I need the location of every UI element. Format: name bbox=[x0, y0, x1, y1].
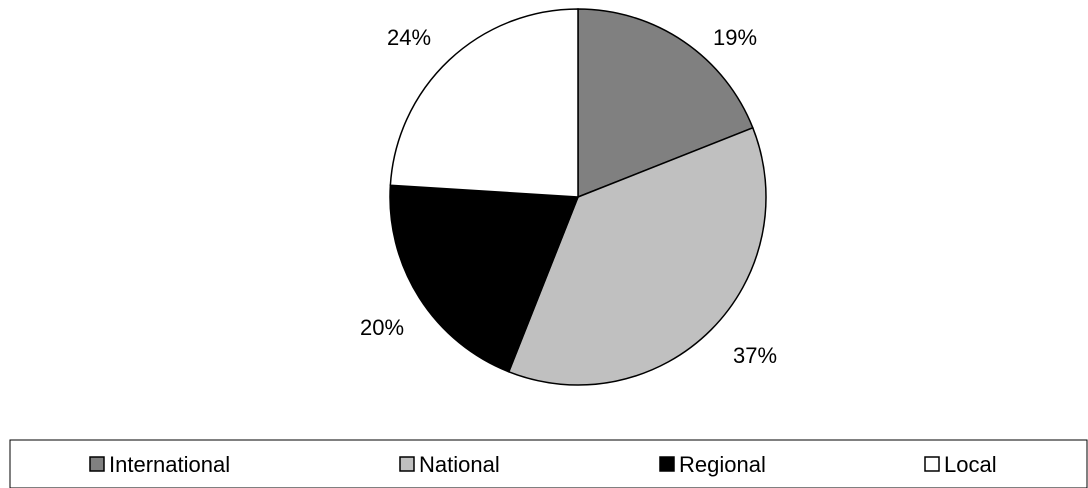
legend-swatch-international bbox=[89, 456, 105, 472]
data-label-regional: 20% bbox=[360, 315, 404, 340]
legend-label-regional: Regional bbox=[679, 452, 766, 477]
legend-swatch-regional bbox=[659, 456, 675, 472]
legend-swatch-national bbox=[399, 456, 415, 472]
legend-item-national: National bbox=[399, 452, 500, 477]
legend-item-international: International bbox=[89, 452, 230, 477]
legend-item-local: Local bbox=[924, 452, 997, 477]
data-label-international: 19% bbox=[713, 25, 757, 50]
pie-slice-national bbox=[507, 126, 767, 386]
legend-label-local: Local bbox=[944, 452, 997, 477]
pie-slices bbox=[389, 8, 767, 386]
data-label-national: 37% bbox=[733, 343, 777, 368]
pie-slice-regional bbox=[389, 184, 580, 373]
legend-box bbox=[9, 439, 1088, 488]
legend-swatch-local bbox=[924, 456, 940, 472]
data-label-local: 24% bbox=[387, 25, 431, 50]
pie-slice-international bbox=[577, 8, 754, 199]
legend-label-international: International bbox=[109, 452, 230, 477]
pie-data-labels: 19% 37% 20% 24% bbox=[360, 25, 777, 368]
legend-label-national: National bbox=[419, 452, 500, 477]
pie-slice-local bbox=[389, 8, 579, 198]
legend: International National Regional Local bbox=[9, 439, 1088, 488]
legend-item-regional: Regional bbox=[659, 452, 766, 477]
